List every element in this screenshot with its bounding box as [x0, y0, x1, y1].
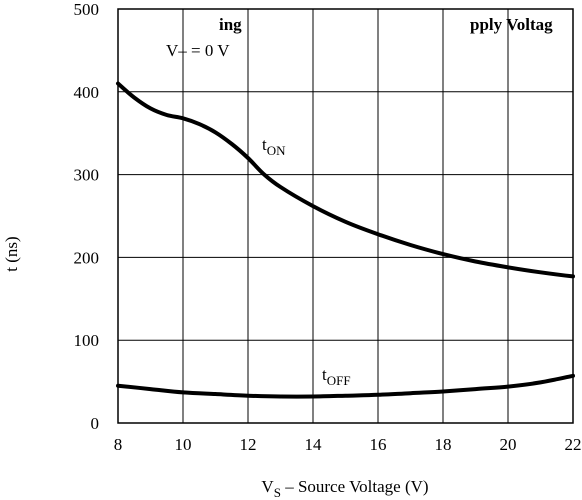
y-tick-label-500: 500: [74, 0, 100, 19]
series-line-toff: [116, 373, 575, 399]
y-axis-label: t (ns): [2, 236, 21, 271]
x-tick-label-14: 14: [305, 435, 323, 454]
x-tick-label-8: 8: [114, 435, 123, 454]
y-tick-label-400: 400: [74, 83, 100, 102]
plot-frame: [117, 8, 574, 424]
chart-title-right: pply Voltag: [470, 15, 553, 34]
y-tick-label-100: 100: [74, 331, 100, 350]
tick-labels: 8 10 12 14 16 18 20 22 0 100 200 300 400 500: [74, 0, 582, 454]
chart-title-left: ing: [219, 15, 242, 34]
y-tick-label-0: 0: [91, 414, 100, 433]
x-tick-label-10: 10: [175, 435, 192, 454]
labels-group: ing pply Voltag V– = 0 V tON tOFF VS – S…: [2, 15, 553, 500]
series-label-ton: tON: [262, 135, 286, 158]
x-tick-label-12: 12: [240, 435, 257, 454]
x-tick-label-20: 20: [500, 435, 517, 454]
y-tick-label-300: 300: [74, 166, 100, 185]
series-label-toff: tOFF: [322, 365, 351, 388]
series-group: [116, 81, 575, 399]
x-tick-label-22: 22: [565, 435, 582, 454]
series-line-ton: [116, 81, 575, 279]
grid: [117, 8, 574, 424]
x-axis-label: VS – Source Voltage (V): [261, 477, 428, 500]
x-tick-label-16: 16: [370, 435, 387, 454]
annotation-vminus: V– = 0 V: [166, 41, 230, 60]
plot-border: [117, 8, 574, 424]
x-tick-label-18: 18: [435, 435, 452, 454]
y-tick-label-200: 200: [74, 248, 100, 267]
